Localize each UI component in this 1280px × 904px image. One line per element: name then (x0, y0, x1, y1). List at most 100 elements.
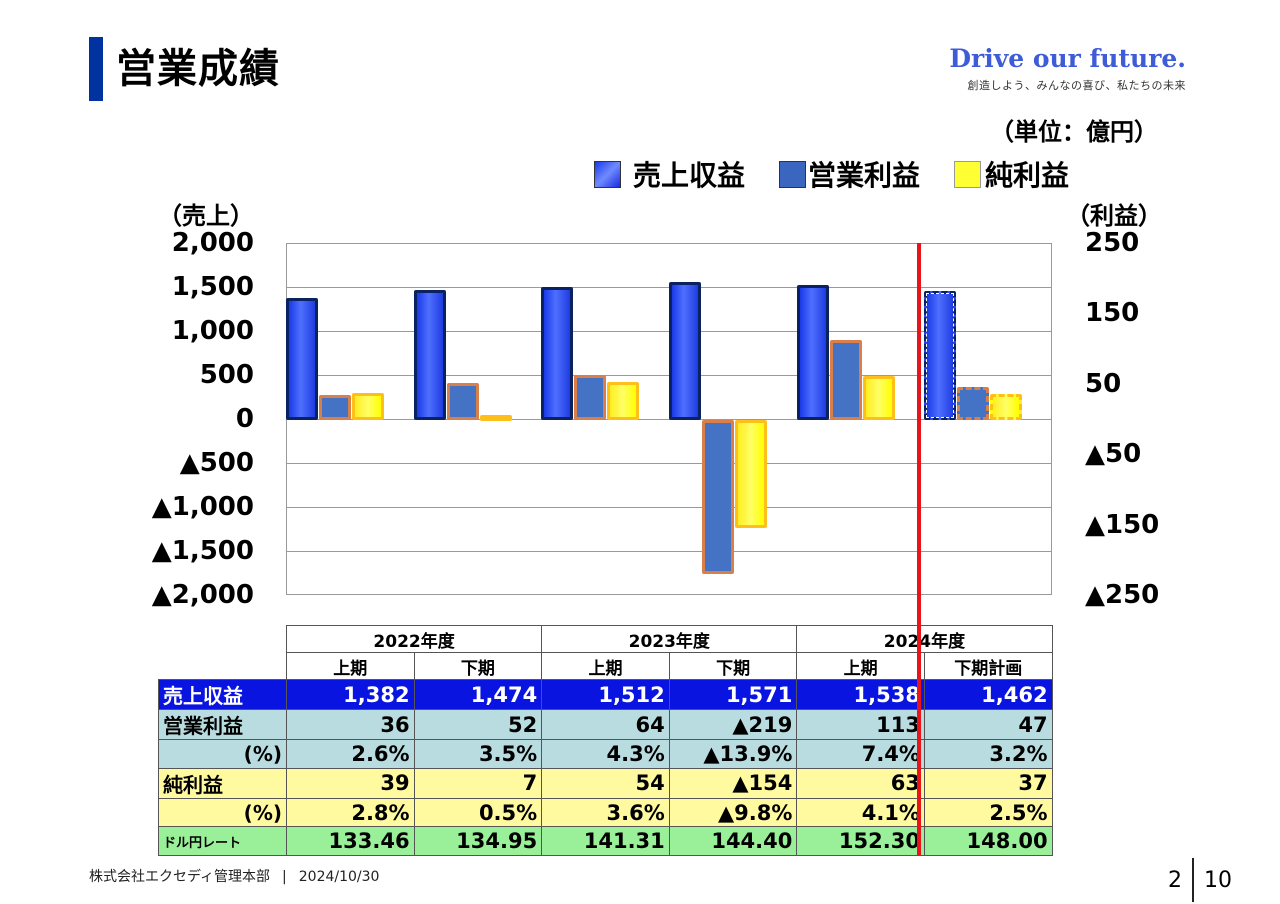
legend-item-operating-profit: 営業利益 (779, 154, 920, 194)
footer-separator: | (282, 869, 287, 885)
table-cell: 7 (413, 767, 543, 799)
title-accent-bar (89, 37, 103, 101)
period-header: 上期 (541, 652, 670, 680)
page-indicator: 2 10 (1168, 858, 1232, 902)
net-profit-bar (352, 392, 384, 420)
table-cell: 3.6% (541, 797, 670, 828)
table-cell: 1,538 (796, 679, 925, 710)
right-tick: 50 (1085, 369, 1122, 399)
year-header: 2023年度 (541, 625, 798, 653)
table-cell: 64 (541, 709, 670, 740)
table-cell: 7.4% (796, 739, 925, 769)
table-cell: 133.46 (286, 826, 415, 857)
table-cell: 36 (286, 709, 415, 740)
revenue-bar (796, 284, 829, 420)
left-tick: 1,500 (171, 272, 254, 302)
table-cell: 152.30 (796, 826, 925, 857)
legend-item-revenue: 売上収益 (594, 154, 745, 194)
row-label: 売上収益 (158, 679, 287, 710)
gridline (287, 507, 1051, 508)
legend-label: 営業利益 (808, 159, 921, 192)
table-cell: 4.3% (541, 739, 670, 769)
table-row-operating-margin: (%) 2.6% 3.5% 4.3% ▲13.9% 7.4% 3.2% (158, 739, 1053, 769)
company-name: 株式会社エクセディ管理本部 (89, 869, 271, 885)
period-header: 上期 (796, 652, 925, 680)
actual-plan-divider-line (917, 243, 921, 856)
right-tick: ▲250 (1085, 580, 1160, 610)
table-cell: 141.31 (541, 826, 670, 857)
legend-label: 売上収益 (633, 159, 746, 192)
left-tick: 1,000 (171, 316, 254, 346)
table-cell: 2.8% (286, 797, 415, 828)
legend-label: 純利益 (985, 159, 1070, 192)
revenue-bar (669, 281, 701, 420)
footer-date: 2024/10/30 (298, 869, 380, 885)
left-tick: ▲1,000 (151, 492, 254, 522)
footer: 株式会社エクセディ管理本部 | 2024/10/30 (89, 866, 379, 886)
period-header: 下期 (668, 652, 798, 680)
left-tick: 2,000 (171, 228, 254, 258)
brand-tagline: 創造しよう、みんなの喜び、私たちの未来 (967, 79, 1186, 92)
revenue-bar (286, 298, 318, 420)
gridline (287, 551, 1051, 552)
row-label: 営業利益 (158, 709, 287, 740)
table-cell: 144.40 (668, 826, 798, 857)
operating-profit-bar (957, 386, 990, 420)
left-tick: 500 (199, 360, 254, 390)
table-cell: 1,571 (668, 679, 798, 710)
table-cell: 1,462 (923, 679, 1053, 710)
table-row-net-profit: 純利益 39 7 54 ▲154 63 37 (158, 767, 1053, 799)
net-profit-bar (607, 381, 640, 420)
left-tick: 0 (235, 404, 254, 434)
gridline (287, 463, 1051, 464)
page-title: 営業成績 (116, 46, 280, 92)
table-cell: 2.5% (923, 797, 1053, 828)
table-cell: 4.1% (796, 797, 925, 828)
revenue-bar (413, 290, 446, 420)
left-axis-title: （売上） (158, 202, 254, 230)
table-cell: 63 (796, 767, 925, 799)
table-row-net-margin: (%) 2.8% 0.5% 3.6% ▲9.8% 4.1% 2.5% (158, 797, 1053, 828)
brand-slogan: Drive our future. (949, 44, 1186, 73)
table-cell: 0.5% (413, 797, 543, 828)
year-header: 2022年度 (285, 625, 543, 653)
table-cell: 148.00 (923, 826, 1053, 857)
row-label: ドル円レート (158, 826, 287, 857)
table-cell: 1,474 (413, 679, 543, 710)
net-profit-bar (990, 393, 1023, 420)
period-header: 下期 (413, 652, 543, 680)
net-profit-swatch-icon (954, 160, 982, 188)
legend-item-net-profit: 純利益 (954, 154, 1069, 194)
table-row-revenue: 売上収益 1,382 1,474 1,512 1,571 1,538 1,462 (158, 679, 1053, 710)
right-axis-title: （利益） (1066, 202, 1162, 230)
left-tick: ▲1,500 (151, 536, 254, 566)
left-tick: ▲500 (179, 448, 254, 478)
unit-label: （単位：億円） (990, 118, 1158, 146)
right-tick: ▲150 (1085, 510, 1160, 540)
table-cell: 37 (923, 767, 1053, 799)
net-profit-bar (735, 420, 767, 529)
table-cell: ▲154 (668, 767, 798, 799)
table-cell: 39 (286, 767, 415, 799)
table-row-operating-profit: 営業利益 36 52 64 ▲219 113 47 (158, 709, 1053, 740)
chart-legend: 売上収益 営業利益 純利益 (594, 154, 1069, 194)
operating-profit-bar (574, 374, 607, 420)
page-number: 2 (1168, 867, 1182, 893)
table-cell: 113 (796, 709, 925, 740)
revenue-bar (924, 291, 957, 420)
table-cell: 2.6% (286, 739, 415, 769)
operating-profit-bar (319, 394, 351, 420)
operating-profit-bar (446, 383, 479, 420)
table-cell: 134.95 (413, 826, 543, 857)
operating-profit-swatch-icon (779, 160, 807, 188)
revenue-bar (541, 286, 574, 420)
row-label: (%) (158, 797, 287, 828)
net-profit-bar (479, 415, 512, 422)
right-tick: 250 (1085, 228, 1140, 258)
left-axis-ticks: 2,000 1,500 1,000 500 0 ▲500 ▲1,000 ▲1,5… (0, 0, 254, 904)
page-total: 10 (1204, 867, 1232, 893)
results-table: 2022年度 2023年度 2024年度 上期 下期 上期 下期 上期 下期計画… (158, 625, 1053, 857)
table-cell: 3.2% (923, 739, 1053, 769)
table-cell: ▲9.8% (668, 797, 798, 828)
chart-plot-area (286, 243, 1052, 595)
